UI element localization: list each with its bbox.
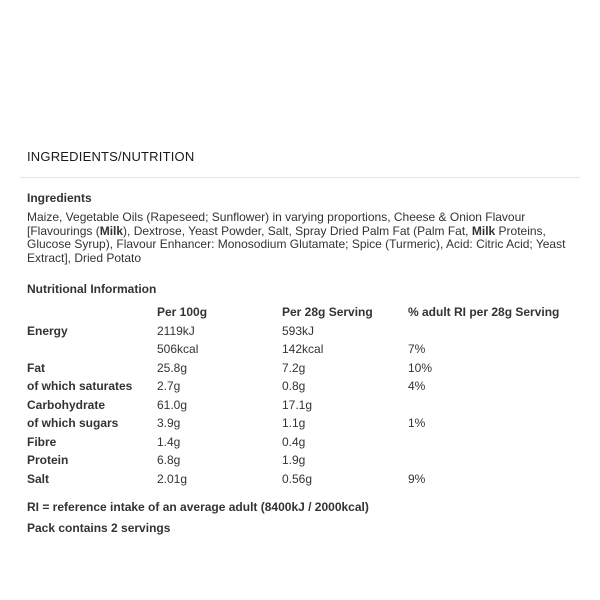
per-serving-value: 0.8g	[282, 379, 306, 394]
table-row: 506kcal 142kcal 7%	[27, 340, 580, 359]
ri-value: 4%	[408, 379, 426, 394]
ri-value: 1%	[408, 416, 426, 431]
per-serving-value: 0.56g	[282, 471, 313, 486]
per-serving-value: 1.1g	[282, 416, 306, 431]
per-serving-value: 0.4g	[282, 434, 306, 449]
servings-footnote: Pack contains 2 servings	[27, 521, 171, 535]
nutrition-table: Per 100g Per 28g Serving % adult RI per …	[27, 303, 580, 488]
table-header-row: Per 100g Per 28g Serving % adult RI per …	[27, 303, 580, 322]
per-serving-value: 142kcal	[282, 342, 324, 357]
table-row: Fibre 1.4g 0.4g	[27, 433, 580, 452]
ri-value: 10%	[408, 360, 433, 375]
per-100g-value: 2.7g	[157, 379, 181, 394]
nutrition-heading: Nutritional Information	[27, 282, 157, 296]
per-100g-value: 25.8g	[157, 360, 188, 375]
table-row: of which saturates 2.7g 0.8g 4%	[27, 377, 580, 396]
section-divider	[20, 177, 580, 178]
column-header-ri: % adult RI per 28g Serving	[408, 305, 560, 320]
ingredients-text: Maize, Vegetable Oils (Rapeseed; Sunflow…	[27, 210, 578, 265]
ingredients-segment: ), Dextrose, Yeast Powder, Salt, Spray D…	[123, 223, 472, 238]
row-label: Salt	[27, 471, 50, 486]
per-serving-value: 1.9g	[282, 453, 306, 468]
table-row: of which sugars 3.9g 1.1g 1%	[27, 414, 580, 433]
table-row: Salt 2.01g 0.56g 9%	[27, 470, 580, 489]
ri-value	[408, 396, 580, 415]
per-serving-value: 593kJ	[282, 323, 315, 338]
ingredients-segment: Proteins, Glucose Syrup), Flavour Enhanc…	[27, 223, 566, 265]
per-100g-value: 1.4g	[157, 434, 181, 449]
table-row: Carbohydrate 61.0g 17.1g	[27, 396, 580, 415]
nutrition-table-body: Energy 2119kJ 593kJ 506kcal 142kcal 7% Fat 25.8…	[27, 322, 580, 489]
allergen-bold-text: Milk	[471, 223, 496, 238]
per-100g-value: 506kcal	[157, 342, 199, 357]
per-100g-value: 2.01g	[157, 471, 188, 486]
table-row: Protein 6.8g 1.9g	[27, 451, 580, 470]
table-row: Fat 25.8g 7.2g 10%	[27, 359, 580, 378]
table-row: Energy 2119kJ 593kJ	[27, 322, 580, 341]
ri-value: 7%	[408, 342, 426, 357]
ingredients-heading: Ingredients	[27, 191, 92, 205]
row-label: Carbohydrate	[27, 397, 106, 412]
ri-value	[408, 433, 580, 452]
allergen-bold-text: Milk	[99, 223, 124, 238]
row-label: of which sugars	[27, 416, 119, 431]
ri-value	[408, 451, 580, 470]
section-title: INGREDIENTS/NUTRITION	[27, 149, 195, 164]
row-label: Energy	[27, 323, 68, 338]
row-label: Protein	[27, 453, 69, 468]
ri-value: 9%	[408, 471, 426, 486]
column-header-per-100g: Per 100g	[157, 305, 208, 320]
column-header-per-serving: Per 28g Serving	[282, 305, 373, 320]
row-label: Fibre	[27, 434, 57, 449]
ri-footnote: RI = reference intake of an average adul…	[27, 500, 369, 514]
per-100g-value: 61.0g	[157, 397, 188, 412]
ingredients-segment: Maize, Vegetable Oils (Rapeseed; Sunflow…	[27, 210, 526, 238]
per-100g-value: 3.9g	[157, 416, 181, 431]
per-100g-value: 2119kJ	[157, 323, 195, 338]
row-label	[27, 340, 157, 359]
per-100g-value: 6.8g	[157, 453, 181, 468]
ri-value	[408, 322, 580, 341]
per-serving-value: 17.1g	[282, 397, 313, 412]
row-label: of which saturates	[27, 379, 133, 394]
per-serving-value: 7.2g	[282, 360, 306, 375]
row-label: Fat	[27, 360, 45, 375]
ingredients-nutrition-section: INGREDIENTS/NUTRITION Ingredients Maize,…	[20, 149, 580, 535]
column-header-nutrient	[27, 303, 157, 322]
